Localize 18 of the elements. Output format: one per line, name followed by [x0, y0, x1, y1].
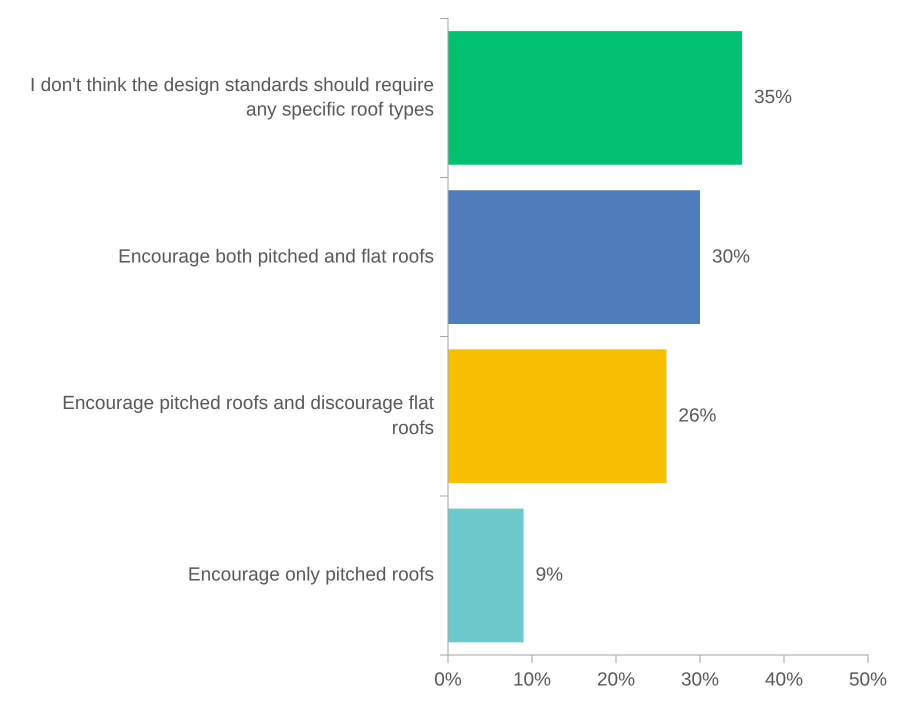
data-label: 35%	[754, 87, 792, 108]
x-tick-label: 0%	[434, 670, 462, 691]
y-tick-label: I don't think the design standards should require any specific roof types	[30, 74, 434, 121]
data-label: 26%	[678, 405, 717, 426]
bar	[448, 190, 700, 324]
y-tick-label: Encourage only pitched roofs	[188, 564, 434, 586]
y-tick-label: Encourage both pitched and flat roofs	[118, 246, 434, 268]
bar	[448, 31, 742, 165]
x-tick-label: 20%	[596, 670, 636, 691]
data-label: 9%	[536, 564, 564, 586]
bar	[448, 508, 524, 642]
data-label: 30%	[712, 246, 750, 268]
bar	[448, 349, 666, 484]
x-tick-label: 30%	[680, 670, 720, 691]
y-tick-label: Encourage pitched roofs and discourage flat roofs	[62, 393, 435, 439]
x-tick-label: 50%	[848, 670, 888, 691]
x-tick-label: 40%	[764, 670, 804, 691]
x-tick-label: 10%	[512, 670, 552, 691]
